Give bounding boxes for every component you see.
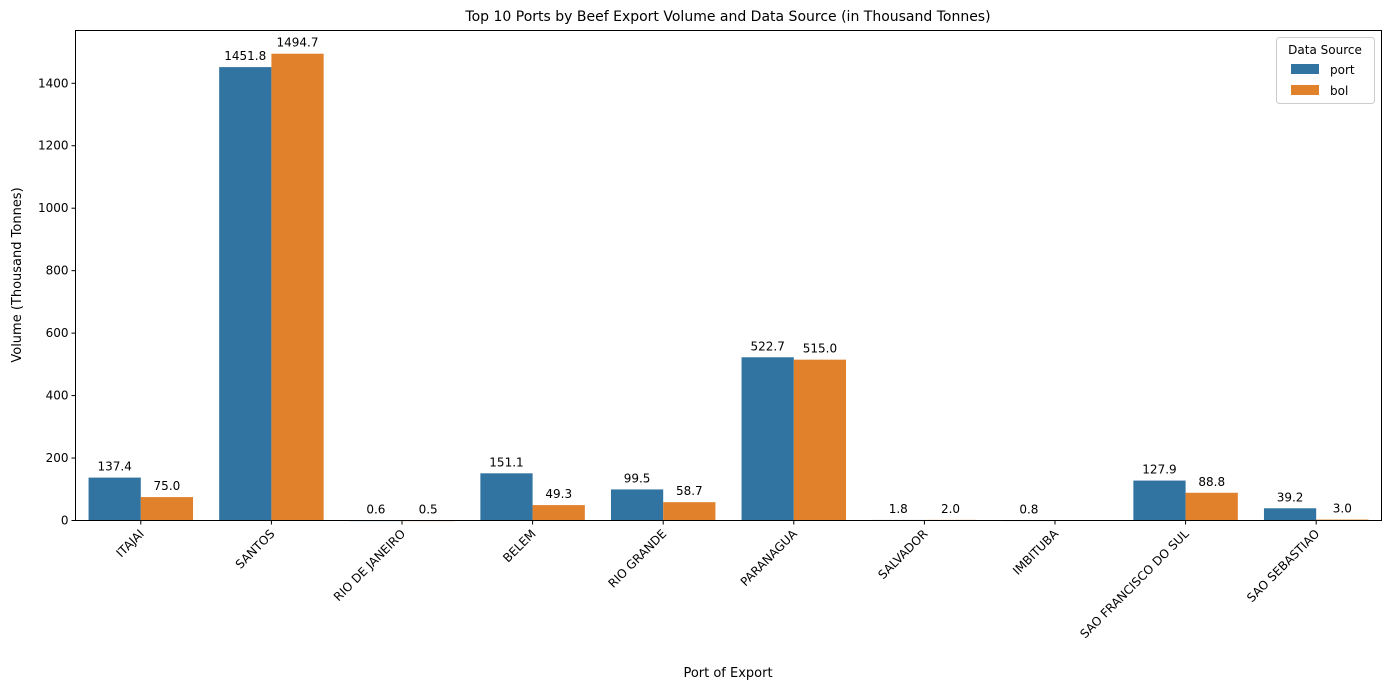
data-label: 39.2 <box>1277 490 1304 504</box>
data-label: 127.9 <box>1142 463 1176 477</box>
bar-port <box>480 473 533 521</box>
data-label: 151.1 <box>489 455 523 469</box>
data-label: 58.7 <box>676 484 703 498</box>
legend-label-bol: bol <box>1330 84 1348 98</box>
x-axis-label: Port of Export <box>683 666 772 681</box>
legend-swatch-port <box>1291 64 1319 74</box>
y-tick-label: 200 <box>46 451 69 465</box>
data-label: 1494.7 <box>277 36 319 50</box>
y-tick-label: 1000 <box>38 201 69 215</box>
bar-bol <box>271 53 324 521</box>
bar-port <box>219 67 272 521</box>
y-tick-label: 1200 <box>38 139 69 153</box>
bar-port <box>610 489 664 521</box>
data-label: 88.8 <box>1198 475 1225 489</box>
bar-bol <box>793 359 847 521</box>
x-tick-label: SANTOS <box>233 527 278 572</box>
bar-bol <box>140 497 194 521</box>
data-label: 1451.8 <box>224 49 266 63</box>
y-tick-label: 1400 <box>38 76 69 90</box>
bar-port <box>88 477 141 521</box>
bar-bol <box>1185 492 1238 521</box>
x-tick-label: IMBITUBA <box>1010 526 1062 578</box>
data-label: 2.0 <box>941 502 960 516</box>
x-tick-label: SAO SEBASTIAO <box>1244 527 1322 605</box>
data-label: 137.4 <box>98 460 132 474</box>
y-tick-label: 400 <box>46 389 69 403</box>
data-label: 522.7 <box>751 339 785 353</box>
bar-bol <box>532 505 585 521</box>
x-tick-label: PARANAGUA <box>738 526 801 589</box>
bar-port <box>1133 480 1186 521</box>
legend-title: Data Source <box>1288 43 1362 57</box>
bar-port <box>1263 508 1317 521</box>
y-tick-label: 0 <box>61 514 69 528</box>
chart-title: Top 10 Ports by Beef Export Volume and D… <box>464 9 990 25</box>
data-label: 0.6 <box>366 502 385 516</box>
x-tick-label: ITAJAI <box>114 527 147 560</box>
y-tick-label: 800 <box>46 264 69 278</box>
data-label: 515.0 <box>803 342 837 356</box>
data-label: 0.5 <box>419 502 438 516</box>
data-label: 1.8 <box>889 502 908 516</box>
bar-port <box>741 357 794 521</box>
data-label: 0.8 <box>1019 502 1038 516</box>
x-tick-label: SAO FRANCISCO DO SUL <box>1077 526 1192 641</box>
legend-swatch-bol <box>1291 85 1319 95</box>
x-tick-label: RIO GRANDE <box>605 527 669 591</box>
x-tick-label: RIO DE JANEIRO <box>331 527 408 604</box>
x-tick-label: BELEM <box>500 527 538 565</box>
x-tick-label: SALVADOR <box>875 527 930 582</box>
data-label: 49.3 <box>545 487 572 501</box>
legend-label-port: port <box>1330 63 1355 77</box>
data-label: 99.5 <box>624 471 651 485</box>
plot-frame <box>75 30 1382 521</box>
data-label: 75.0 <box>154 479 181 493</box>
data-label: 3.0 <box>1333 502 1352 516</box>
legend: Data Source port bol <box>1276 37 1375 104</box>
y-tick-label: 600 <box>46 326 69 340</box>
y-axis-label: Volume (Thousand Tonnes) <box>10 187 25 362</box>
bar-bol <box>663 502 716 521</box>
